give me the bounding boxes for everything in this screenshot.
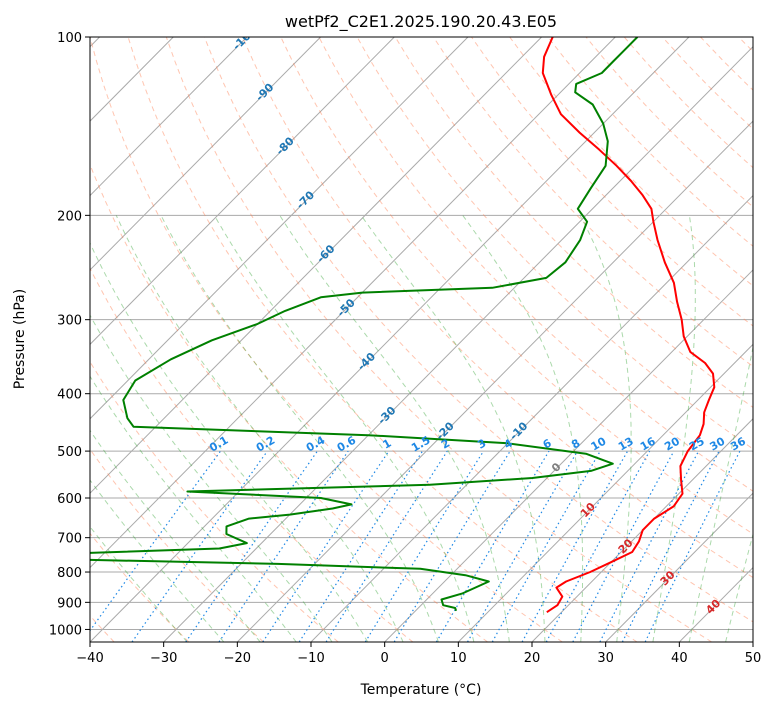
x-tick-label: −20 — [224, 651, 251, 666]
isotherm-gridline — [90, 37, 395, 346]
mixing-ratio-line — [364, 450, 485, 642]
background-lines — [90, 37, 753, 642]
moist-adiabat — [160, 215, 439, 642]
x-tick-label: −10 — [297, 651, 324, 666]
mixing-ratio-line — [545, 450, 651, 642]
y-axis: 100 200 300 400 500 600 700 800 900 1000 — [49, 31, 90, 638]
y-tick-label: 700 — [57, 532, 82, 547]
data-lines — [90, 37, 716, 614]
y-tick-label: 900 — [57, 596, 82, 611]
x-tick-label: 40 — [671, 651, 688, 666]
moist-adiabat — [90, 525, 188, 642]
x-tick-label: 20 — [524, 651, 541, 666]
moist-adiabat — [725, 532, 753, 642]
x-tick-label: 50 — [745, 651, 762, 666]
moist-adiabat — [462, 215, 584, 642]
moist-adiabat — [279, 215, 510, 642]
mixing-ratio-line — [262, 450, 390, 642]
y-tick-label: 1000 — [49, 623, 82, 638]
temperature-profile — [541, 37, 716, 614]
y-tick-label: 600 — [57, 492, 82, 507]
isotherm-gridline — [236, 120, 753, 642]
x-tick-label: 0 — [381, 651, 389, 666]
isotherm-gridline — [310, 194, 753, 642]
dry-adiabat — [90, 532, 190, 642]
mixing-ratio-line — [325, 450, 448, 642]
moist-adiabat — [213, 215, 475, 642]
dry-adiabat — [356, 37, 753, 450]
dry-adiabat — [471, 37, 753, 327]
x-axis: −40 −30 −20 −10 0 10 20 30 40 50 — [76, 642, 761, 666]
mixing-ratio-line — [572, 450, 675, 642]
moist-adiabat — [579, 215, 632, 642]
y-tick-label: 400 — [57, 388, 82, 403]
moist-adiabat — [688, 344, 753, 642]
isotherm-gridline — [90, 37, 542, 494]
moist-adiabat — [90, 314, 333, 642]
x-axis-label: Temperature (°C) — [360, 682, 482, 698]
dry-adiabat — [127, 37, 638, 642]
isotherm-gridline — [90, 37, 690, 642]
moist-adiabat — [90, 479, 225, 642]
isotherm-gridline — [163, 46, 753, 642]
isotherm-gridline — [90, 37, 616, 569]
y-tick-label: 500 — [57, 445, 82, 460]
moist-adiabat — [90, 241, 369, 642]
y-axis-label: Pressure (hPa) — [12, 289, 28, 389]
mixing-ratio-line — [218, 450, 349, 642]
mixing-ratio-line — [393, 450, 511, 642]
moist-adiabat — [90, 375, 297, 642]
isotherm-gridline — [90, 37, 321, 271]
y-tick-label: 200 — [57, 209, 82, 224]
mixing-ratio-line — [298, 450, 424, 642]
isotherm-gridline — [90, 37, 469, 420]
x-tick-label: 30 — [597, 651, 614, 666]
dry-adiabat — [318, 37, 753, 492]
isotherm-gridline — [90, 37, 248, 197]
dry-adiabat — [90, 267, 414, 642]
x-tick-label: −40 — [76, 651, 103, 666]
dry-adiabat — [165, 37, 712, 642]
chart-title: wetPf2_C2E1.2025.190.20.43.E05 — [285, 12, 557, 32]
dry-adiabat — [90, 163, 488, 642]
dry-adiabat — [203, 37, 753, 623]
x-tick-label: −30 — [150, 651, 177, 666]
dewpoint-profile — [90, 37, 639, 612]
isotherm-gridline — [605, 492, 753, 642]
mixing-ratio-line — [644, 450, 741, 642]
y-tick-label: 100 — [57, 31, 82, 46]
plot-frame — [89, 36, 754, 643]
y-tick-label: 300 — [57, 314, 82, 329]
moist-adiabat — [90, 429, 261, 642]
y-tick-label: 800 — [57, 566, 82, 581]
isotherm-gridline — [457, 343, 753, 642]
isotherm-gridline — [531, 418, 753, 642]
x-tick-label: 10 — [450, 651, 467, 666]
mixing-ratio-line — [435, 450, 550, 642]
moist-adiabat — [360, 215, 546, 642]
